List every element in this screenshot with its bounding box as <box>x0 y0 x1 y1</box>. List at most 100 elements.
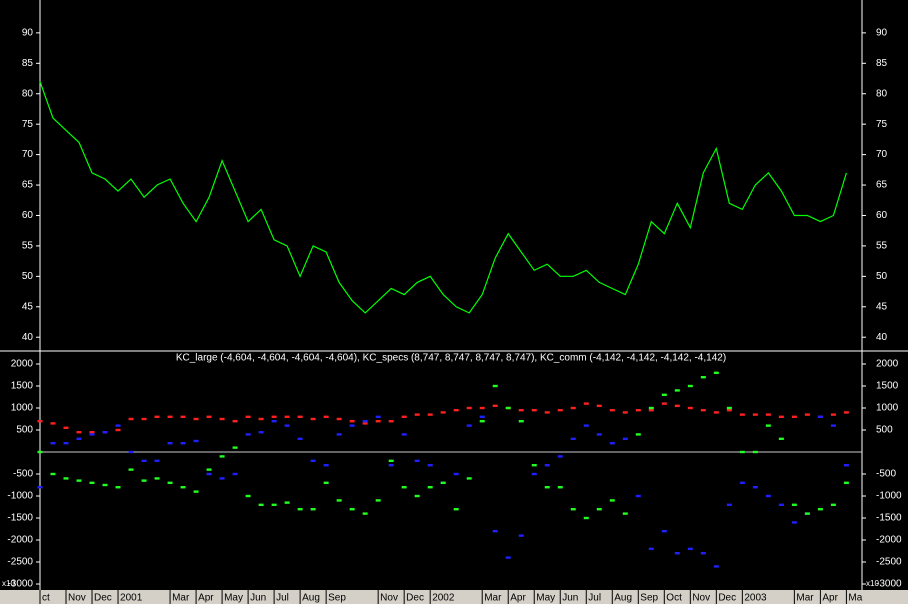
position-dot <box>622 437 628 441</box>
position-dot <box>297 508 303 511</box>
position-dot <box>726 406 732 410</box>
y-tick-label: 45 <box>22 301 34 312</box>
position-dot <box>596 404 602 408</box>
position-dot <box>570 406 576 410</box>
position-dot <box>830 413 836 416</box>
position-dot <box>609 409 615 412</box>
position-dot <box>232 446 238 449</box>
position-dot <box>128 417 134 421</box>
position-dot <box>791 521 797 524</box>
y-tick-label: 40 <box>876 332 888 343</box>
position-dot <box>531 472 537 476</box>
position-dot <box>661 393 667 397</box>
x-tick-label: Oct <box>666 593 682 604</box>
position-dot <box>661 530 667 533</box>
position-dot <box>622 411 628 414</box>
position-dot <box>414 459 420 463</box>
position-dot <box>817 415 823 419</box>
position-dot <box>297 437 303 441</box>
position-dot <box>726 409 732 412</box>
y-tick-label: 1500 <box>876 381 899 392</box>
position-dot <box>50 442 56 445</box>
position-dot <box>167 442 173 445</box>
position-dot <box>336 499 342 502</box>
y-tick-label: 75 <box>22 119 34 130</box>
position-dot <box>271 503 277 507</box>
y-tick-label: 500 <box>16 425 33 436</box>
position-dot <box>674 552 680 555</box>
position-dot <box>180 442 186 445</box>
x-tick-label: 2001 <box>120 593 143 604</box>
position-dot <box>193 417 199 421</box>
position-dot <box>141 459 147 463</box>
position-dot <box>583 516 589 520</box>
position-dot <box>154 477 160 480</box>
position-dot <box>804 413 810 416</box>
x-tick-label: Nov <box>380 593 398 604</box>
position-dot <box>570 437 576 441</box>
position-dot <box>258 503 264 507</box>
position-dot <box>739 450 745 454</box>
y-tick-label: -2000 <box>7 535 33 546</box>
position-dot <box>791 415 797 419</box>
y-tick-label: 75 <box>876 119 888 130</box>
position-dot <box>440 411 446 414</box>
x-tick-label: Jul <box>588 593 601 604</box>
position-dot <box>531 409 537 412</box>
y-tick-label: 55 <box>876 241 888 252</box>
position-dot <box>219 417 225 421</box>
position-dot <box>518 420 524 423</box>
y-tick-label: 70 <box>22 149 34 160</box>
position-dot <box>271 415 277 419</box>
x-tick-label: Apr <box>510 593 526 604</box>
position-dot <box>271 420 277 423</box>
position-dot <box>115 424 121 427</box>
x-tick-label: Nov <box>68 593 86 604</box>
y-tick-label: 70 <box>876 149 888 160</box>
position-dot <box>453 409 459 412</box>
y-tick-label: -2500 <box>876 557 902 568</box>
position-dot <box>427 413 433 416</box>
position-dot <box>76 431 82 434</box>
y-tick-label: -1500 <box>7 513 33 524</box>
position-dot <box>37 420 43 423</box>
y-tick-label: -3000 <box>7 579 33 590</box>
position-dot <box>544 486 550 489</box>
x-tick-label: Sep <box>328 593 346 604</box>
position-dot <box>245 494 251 498</box>
position-dot <box>63 442 69 445</box>
position-dot <box>726 503 732 507</box>
position-dot <box>830 503 836 507</box>
position-dot <box>635 409 641 412</box>
position-dot <box>115 428 121 432</box>
position-dot <box>336 433 342 436</box>
position-dot <box>843 481 849 485</box>
position-dot <box>349 420 355 423</box>
position-dot <box>63 426 69 430</box>
position-dot <box>713 371 719 375</box>
position-dot <box>830 424 836 427</box>
position-dot <box>102 431 108 434</box>
position-dot <box>219 477 225 480</box>
x-tick-label: May <box>536 593 555 604</box>
position-dot <box>544 411 550 414</box>
y-tick-label: 60 <box>22 210 34 221</box>
position-dot <box>557 486 563 489</box>
x-tick-label: Apr <box>822 593 838 604</box>
position-dot <box>674 404 680 408</box>
position-dot <box>115 486 121 489</box>
x-tick-label: Sep <box>640 593 658 604</box>
position-dot <box>765 494 771 498</box>
position-dot <box>479 420 485 423</box>
y-tick-label: 90 <box>22 28 34 39</box>
y-tick-label: 1000 <box>11 403 34 414</box>
y-tick-label: 500 <box>876 425 893 436</box>
y-tick-label: 65 <box>876 180 888 191</box>
position-dot <box>401 433 407 436</box>
x-tick-label: May <box>224 593 243 604</box>
position-dot <box>323 464 329 467</box>
position-dot <box>375 415 381 419</box>
position-dot <box>258 431 264 434</box>
y-tick-label: 45 <box>876 301 888 312</box>
